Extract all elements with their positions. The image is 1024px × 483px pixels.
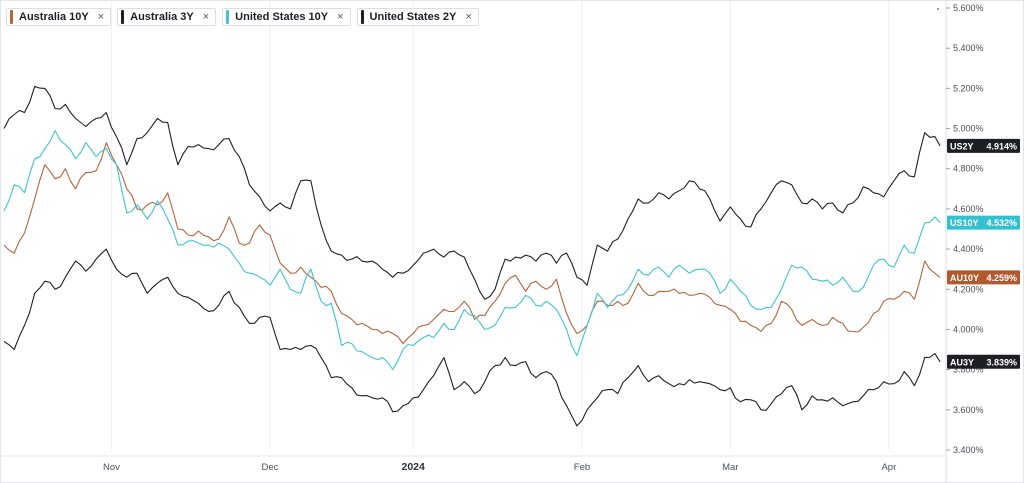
end-value-tag: AU3Y (950, 357, 974, 367)
x-tick-label: Feb (574, 462, 590, 473)
legend-item-australia-10y[interactable]: Australia 10Y × (6, 8, 112, 26)
close-icon[interactable]: × (465, 11, 472, 23)
x-tick-label: 2024 (402, 461, 426, 473)
end-value-badge (947, 215, 1020, 230)
legend-label: Australia 10Y (19, 11, 89, 23)
legend-item-united-states-2y[interactable]: United States 2Y × (356, 8, 479, 26)
legend-swatch (360, 10, 364, 24)
legend-label: United States 2Y (369, 11, 457, 23)
y-tick-label: 4.400% (953, 244, 984, 254)
series-line-australia-3y (3, 248, 941, 427)
y-tick-label: 5.400% (953, 43, 984, 53)
end-value-tag: AU10Y (950, 273, 979, 283)
y-tick-label: 5.200% (953, 83, 984, 93)
x-tick-label: Apr (881, 462, 896, 473)
close-icon[interactable]: × (202, 11, 210, 23)
axis-dot (937, 8, 939, 10)
end-value-label: 3.839% (986, 357, 1017, 367)
end-value-badge (947, 270, 1020, 285)
legend: Australia 10Y × Australia 3Y × United St… (6, 8, 479, 28)
y-tick-label: 4.800% (953, 164, 984, 174)
x-tick-label: Mar (722, 462, 738, 473)
end-value-label: 4.914% (986, 141, 1017, 151)
series-line-australia-10y (3, 142, 941, 345)
legend-item-united-states-10y[interactable]: United States 10Y × (222, 8, 351, 26)
legend-swatch (10, 10, 13, 24)
close-icon[interactable]: × (97, 11, 105, 23)
legend-label: Australia 3Y (130, 11, 194, 23)
end-value-badge (947, 138, 1020, 153)
legend-label: United States 10Y (235, 11, 329, 23)
y-tick-label: 3.400% (953, 445, 984, 455)
y-tick-label: 3.800% (953, 365, 984, 375)
y-tick-label: 5.600% (953, 3, 984, 13)
close-icon[interactable]: × (337, 11, 344, 23)
y-tick-label: 4.600% (953, 204, 984, 214)
legend-swatch (121, 10, 125, 24)
end-value-badge (947, 354, 1020, 369)
end-value-tag: US10Y (950, 218, 979, 228)
y-tick-label: 4.200% (953, 284, 984, 294)
y-tick-label: 5.000% (953, 124, 984, 134)
end-value-label: 4.532% (986, 218, 1017, 228)
x-tick-label: Nov (103, 462, 120, 473)
legend-item-australia-3y[interactable]: Australia 3Y × (117, 8, 217, 26)
x-tick-label: Dec (262, 462, 279, 473)
series-line-united-states-10y (3, 130, 941, 371)
end-value-tag: US2Y (950, 141, 974, 151)
y-tick-label: 4.000% (953, 324, 984, 334)
legend-swatch (226, 10, 230, 24)
end-value-label: 4.259% (986, 273, 1017, 283)
series-line-united-states-2y (3, 85, 941, 300)
y-tick-label: 3.600% (953, 405, 984, 415)
